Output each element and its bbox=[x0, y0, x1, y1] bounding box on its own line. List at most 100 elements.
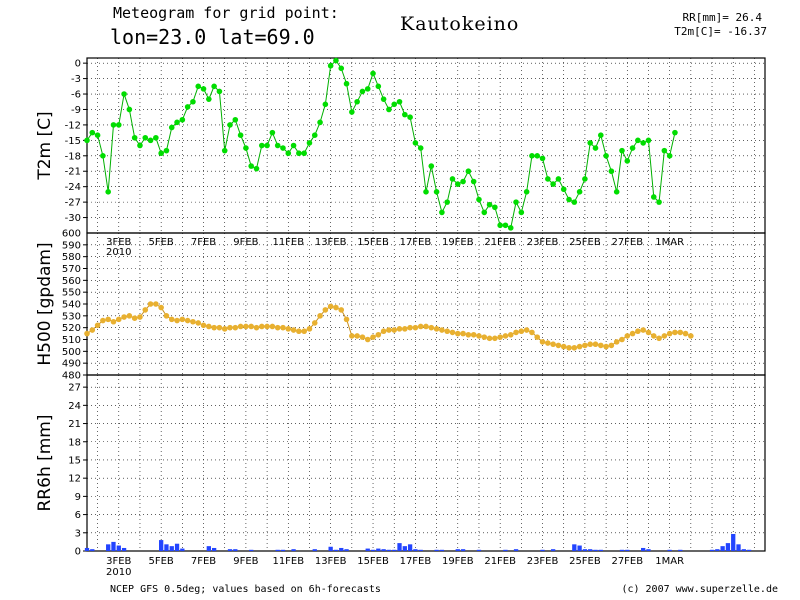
t2m-point bbox=[380, 96, 387, 102]
xtick-label-bottom: 9FEB bbox=[233, 556, 258, 567]
h500-point bbox=[131, 315, 138, 322]
h500-point bbox=[285, 326, 292, 332]
h500-point bbox=[221, 326, 228, 332]
t2m-point bbox=[105, 189, 111, 195]
t2m-point bbox=[428, 163, 435, 169]
h500-point bbox=[666, 330, 673, 337]
h500-point bbox=[428, 324, 435, 331]
h500-point bbox=[661, 333, 668, 339]
rr-bar bbox=[725, 543, 731, 551]
rr-bar bbox=[159, 540, 164, 551]
h500-point bbox=[613, 339, 620, 345]
h500-point bbox=[243, 323, 249, 330]
t2m-point bbox=[227, 122, 233, 128]
t2m-point bbox=[94, 132, 101, 139]
t2m-point bbox=[629, 145, 636, 151]
ytick-label: -27 bbox=[65, 198, 81, 209]
rr-bar bbox=[460, 549, 466, 551]
h500-point bbox=[311, 320, 318, 326]
rr-bar bbox=[588, 549, 593, 551]
h500-point bbox=[115, 316, 122, 323]
ytick-label: -3 bbox=[71, 74, 81, 85]
rr-bar bbox=[211, 547, 217, 551]
t2m-point bbox=[444, 199, 450, 205]
rr-bar bbox=[439, 549, 445, 551]
h500-point bbox=[417, 323, 424, 330]
t2m-point bbox=[391, 101, 398, 108]
rr-bar bbox=[540, 549, 545, 551]
h500-point bbox=[534, 334, 541, 340]
t2m-point bbox=[237, 132, 244, 139]
h500-point bbox=[396, 326, 403, 332]
h500-point bbox=[603, 343, 609, 350]
h500-point bbox=[94, 322, 101, 329]
rr-bar bbox=[169, 546, 174, 551]
t2m-point bbox=[84, 137, 90, 144]
xtick-label-top: 23FEB bbox=[527, 237, 559, 248]
rr-bar bbox=[106, 544, 111, 551]
h500-point bbox=[529, 329, 535, 336]
h500-point bbox=[582, 342, 588, 349]
ytick-label: -18 bbox=[65, 151, 81, 162]
rr-bar bbox=[434, 549, 439, 551]
h500-point bbox=[555, 342, 562, 349]
h500-point bbox=[539, 339, 546, 345]
y-axis-title: RR6h [mm] bbox=[35, 414, 55, 511]
h500-point bbox=[656, 335, 662, 342]
t2m-point bbox=[417, 145, 424, 151]
h500-point bbox=[481, 334, 488, 340]
h500-point bbox=[327, 303, 334, 310]
t2m-point bbox=[412, 140, 419, 146]
t2m-point bbox=[359, 88, 366, 95]
rr-bar bbox=[339, 547, 344, 551]
h500-point bbox=[364, 336, 371, 343]
h500-point bbox=[137, 314, 143, 320]
rr-bar bbox=[312, 549, 317, 551]
t2m-point bbox=[137, 142, 143, 149]
rr-total-label: RR[mm]= 26.4 bbox=[682, 11, 762, 24]
t2m-point bbox=[672, 129, 678, 136]
h500-point bbox=[560, 343, 567, 350]
xtick-label-bottom: 21FEB bbox=[484, 556, 516, 567]
xtick-label-bottom: 27FEB bbox=[611, 556, 643, 567]
h500-point bbox=[454, 330, 461, 337]
t2m-point bbox=[142, 134, 149, 141]
t2m-point bbox=[449, 176, 456, 182]
t2m-point bbox=[666, 152, 673, 159]
ytick-label: 0 bbox=[75, 59, 81, 70]
h500-point bbox=[184, 317, 191, 324]
rr-bar bbox=[598, 549, 603, 551]
h500-point bbox=[566, 344, 572, 351]
rr-bar bbox=[90, 549, 95, 551]
t2m-point bbox=[322, 101, 329, 108]
xtick-label-top: 21FEB bbox=[484, 237, 516, 248]
h500-point bbox=[153, 301, 159, 307]
ytick-label: 600 bbox=[62, 229, 81, 240]
rr-bar bbox=[333, 549, 339, 551]
h500-point bbox=[650, 333, 657, 339]
t2m-point bbox=[576, 189, 583, 195]
h500-point bbox=[412, 324, 419, 331]
h500-point bbox=[301, 328, 307, 335]
t2m-point bbox=[115, 122, 122, 128]
rr-bar bbox=[619, 549, 625, 551]
h500-point bbox=[248, 323, 255, 330]
ytick-label: -12 bbox=[65, 120, 81, 131]
t2m-point bbox=[613, 189, 620, 195]
t2m-point bbox=[338, 65, 345, 72]
t2m-point bbox=[545, 176, 551, 182]
rr-bar bbox=[741, 549, 746, 551]
y-axis-title: T2m [C] bbox=[35, 111, 55, 180]
t2m-point bbox=[89, 129, 96, 136]
t2m-point bbox=[258, 142, 265, 149]
h500-point bbox=[354, 333, 360, 339]
ytick-label: -24 bbox=[65, 182, 81, 193]
rr-bar bbox=[180, 548, 185, 551]
ytick-label: 490 bbox=[62, 359, 81, 370]
y-axis-title: H500 [gpdam] bbox=[35, 242, 55, 365]
h500-point bbox=[635, 328, 641, 335]
station-name: Kautokeino bbox=[400, 13, 520, 35]
xtick-label-bottom: 5FEB bbox=[149, 556, 174, 567]
rr-bar bbox=[386, 549, 392, 551]
t2m-point bbox=[539, 155, 546, 162]
